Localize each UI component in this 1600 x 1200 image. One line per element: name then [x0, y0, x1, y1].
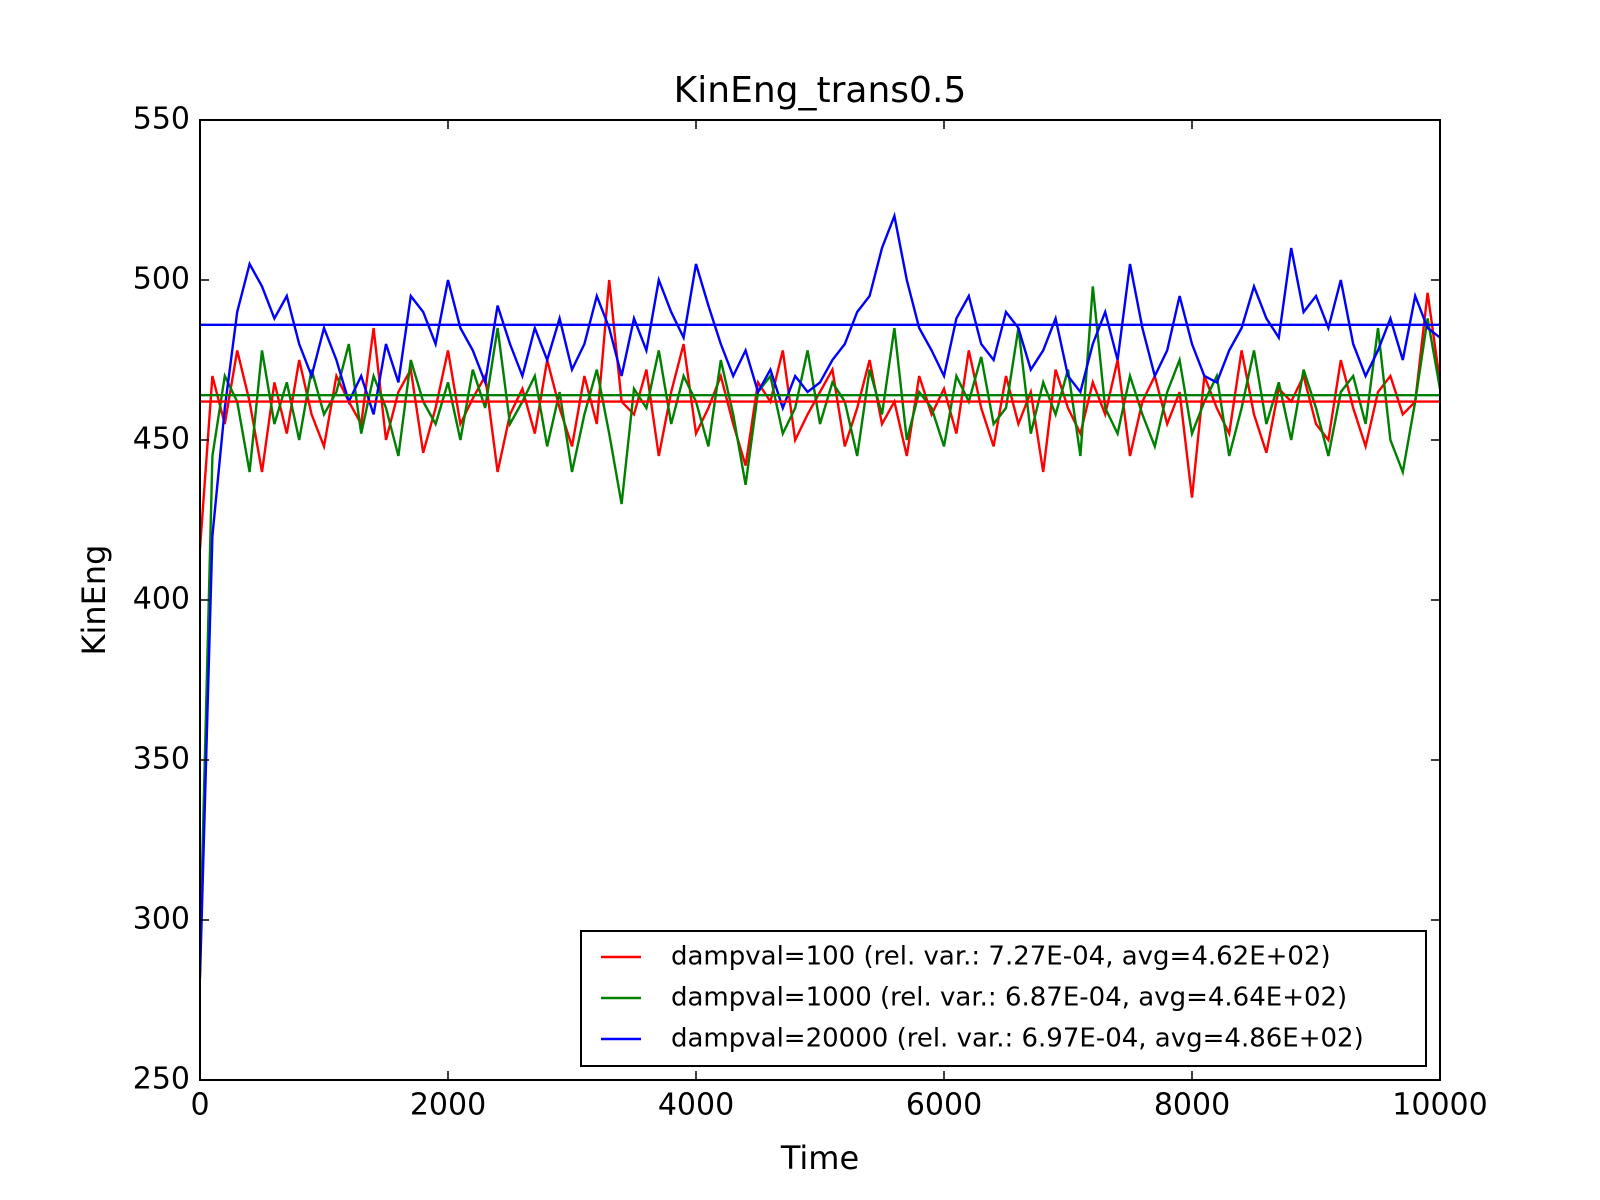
- y-tick-label: 550: [133, 102, 190, 137]
- data-line: [200, 279, 1440, 549]
- x-tick-label: 0: [190, 1088, 209, 1123]
- x-axis-label: Time: [780, 1139, 859, 1177]
- x-tick-label: 6000: [906, 1088, 982, 1123]
- legend-label: dampval=20000 (rel. var.: 6.97E-04, avg=…: [671, 1024, 1364, 1054]
- legend-box: [580, 930, 1427, 1067]
- legend-label: dampval=1000 (rel. var.: 6.87E-04, avg=4…: [671, 983, 1347, 1013]
- data-line: [200, 286, 1440, 953]
- data-line: [200, 211, 1440, 978]
- y-tick-label: 300: [133, 902, 190, 937]
- chart-title: KinEng_trans0.5: [674, 70, 967, 111]
- y-axis-label: KinEng: [75, 545, 113, 656]
- y-tick-label: 500: [133, 262, 190, 297]
- y-tick-label: 350: [133, 742, 190, 777]
- y-tick-label: 450: [133, 422, 190, 457]
- x-tick-label: 8000: [1154, 1088, 1230, 1123]
- legend-label: dampval=100 (rel. var.: 7.27E-04, avg=4.…: [671, 942, 1331, 972]
- x-tick-label: 4000: [658, 1088, 734, 1123]
- x-tick-label: 2000: [410, 1088, 486, 1123]
- y-tick-label: 400: [133, 582, 190, 617]
- x-tick-label: 10000: [1392, 1088, 1487, 1123]
- y-tick-label: 250: [133, 1062, 190, 1097]
